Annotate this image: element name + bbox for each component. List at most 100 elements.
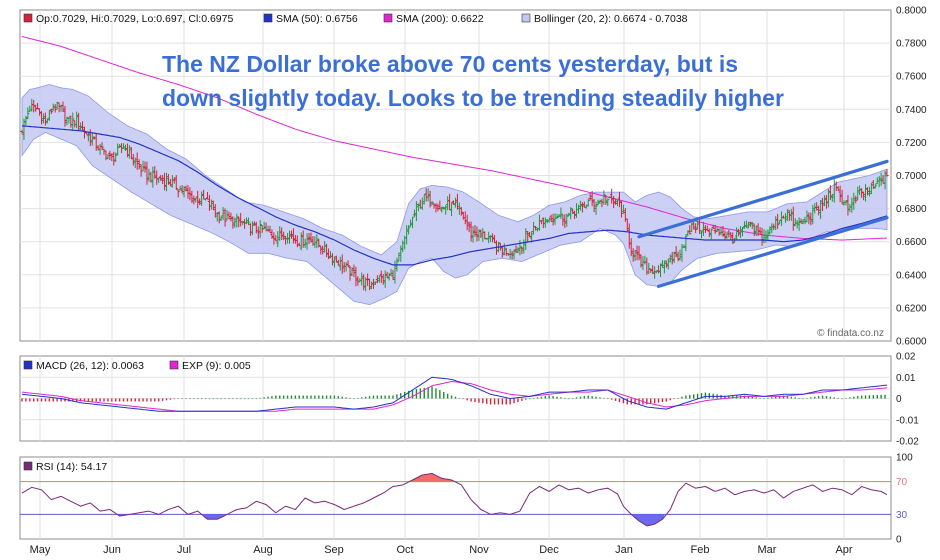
macd-histogram-bar	[282, 395, 285, 399]
macd-histogram-bar	[216, 398, 218, 400]
macd-histogram-bar	[521, 398, 523, 401]
macd-histogram-bar	[708, 393, 711, 399]
macd-histogram-bar	[122, 398, 125, 402]
ohlc-bar	[123, 144, 128, 152]
macd-histogram-bar	[212, 398, 215, 400]
macd-histogram-bar	[306, 395, 308, 399]
macd-histogram-bar	[400, 393, 402, 399]
ohlc-bar	[572, 210, 577, 219]
ohlc-bar	[565, 213, 569, 227]
ohlc-bar	[819, 199, 823, 219]
ohlc-bar	[586, 198, 590, 207]
macd-histogram-bar	[337, 396, 340, 399]
macd-histogram-bar	[181, 398, 183, 400]
ohlc-bar	[539, 220, 543, 225]
ohlc-bar	[49, 108, 53, 115]
ohlc-bar	[467, 221, 471, 233]
ohlc-bar	[711, 224, 715, 230]
ohlc-bar	[155, 170, 159, 185]
ohlc-bar	[485, 238, 489, 240]
ohlc-bar	[194, 197, 198, 203]
ohlc-bar	[145, 161, 149, 185]
macd-histogram-bar	[263, 397, 265, 399]
macd-histogram-bar	[552, 396, 554, 399]
ohlc-bar	[809, 212, 813, 226]
trend-lower-line	[656, 216, 889, 288]
macd-histogram-bar	[556, 396, 558, 399]
ohlc-bar	[166, 173, 171, 185]
ohlc-bar	[670, 251, 674, 265]
macd-histogram-bar	[474, 398, 476, 403]
ohlc-bar	[446, 196, 450, 211]
macd-histogram-bar	[29, 398, 31, 402]
macd-histogram-bar	[677, 397, 679, 399]
ohlc-bar	[703, 225, 708, 234]
ohlc-bar	[592, 198, 596, 213]
ohlc-bar	[317, 238, 321, 248]
candlesticks	[20, 98, 889, 292]
macd-histogram-bar	[193, 398, 195, 400]
macd-histogram-bar	[364, 396, 367, 399]
ohlc-bar	[516, 247, 520, 254]
macd-histogram-bar	[657, 398, 660, 403]
ohlc-bar	[610, 188, 614, 204]
macd-histogram-bar	[466, 398, 468, 401]
ohlc-bar	[237, 216, 241, 228]
ohlc-bar	[133, 157, 137, 169]
ohlc-bar	[695, 221, 700, 230]
ohlc-bar	[352, 264, 356, 278]
macd-histogram-bar	[486, 398, 488, 404]
price-tick-label: 0.6800	[896, 204, 927, 215]
macd-histogram-bar	[634, 398, 636, 405]
month-label: Sep	[324, 544, 344, 556]
ohlc-bar	[373, 281, 378, 285]
legend-swatch	[383, 13, 393, 23]
macd-histogram-bar	[482, 398, 484, 404]
ohlc-bar	[159, 174, 163, 181]
macd-histogram-bar	[372, 395, 375, 399]
macd-histogram-bar	[591, 396, 593, 399]
ohlc-bar	[221, 207, 225, 221]
macd-histogram-bar	[505, 398, 507, 405]
exp-path	[21, 380, 888, 412]
ohlc-bar	[672, 251, 676, 263]
ohlc-bar	[362, 274, 366, 291]
ohlc-bar	[422, 194, 426, 205]
ohlc-bar	[112, 151, 116, 166]
ohlc-bar	[653, 266, 657, 279]
ohlc-bar	[543, 217, 547, 228]
macd-histogram-bar	[44, 398, 47, 402]
macd-histogram-bar	[681, 396, 683, 399]
macd-histogram-bar	[169, 398, 172, 400]
macd-histogram-bar	[536, 397, 539, 399]
macd-histogram-bar	[692, 394, 695, 399]
ohlc-bar	[217, 211, 221, 224]
ohlc-bar	[125, 143, 130, 158]
ohlc-bar	[588, 193, 592, 201]
macd-histogram-bar	[36, 398, 39, 402]
ohlc-bar	[758, 227, 762, 235]
ohlc-bar	[817, 205, 821, 216]
ohlc-bar	[192, 195, 196, 205]
ohlc-bar	[241, 221, 245, 225]
ohlc-bar	[250, 221, 255, 236]
macd-histogram-bar	[40, 398, 43, 402]
legend-entry: EXP (9): 0.005	[182, 360, 251, 372]
ohlc-bar	[114, 152, 118, 162]
legend-swatch	[263, 13, 273, 23]
ohlc-bar	[440, 206, 444, 213]
macd-histogram-bar	[571, 397, 574, 399]
ohlc-bar	[340, 254, 344, 274]
macd-histogram-bar	[118, 398, 121, 402]
rsi-oversold-area	[203, 514, 226, 520]
ohlc-bar	[563, 214, 567, 229]
ohlc-bar	[231, 216, 235, 229]
ohlc-bar	[684, 234, 688, 252]
macd-histogram-bar	[595, 396, 597, 399]
macd-histogram-bar	[462, 398, 464, 400]
macd-histogram-bar	[384, 395, 386, 399]
ohlc-bar	[127, 145, 131, 159]
macd-histogram-bar	[239, 398, 242, 400]
ohlc-bar	[709, 228, 713, 240]
ohlc-bar	[651, 265, 655, 274]
